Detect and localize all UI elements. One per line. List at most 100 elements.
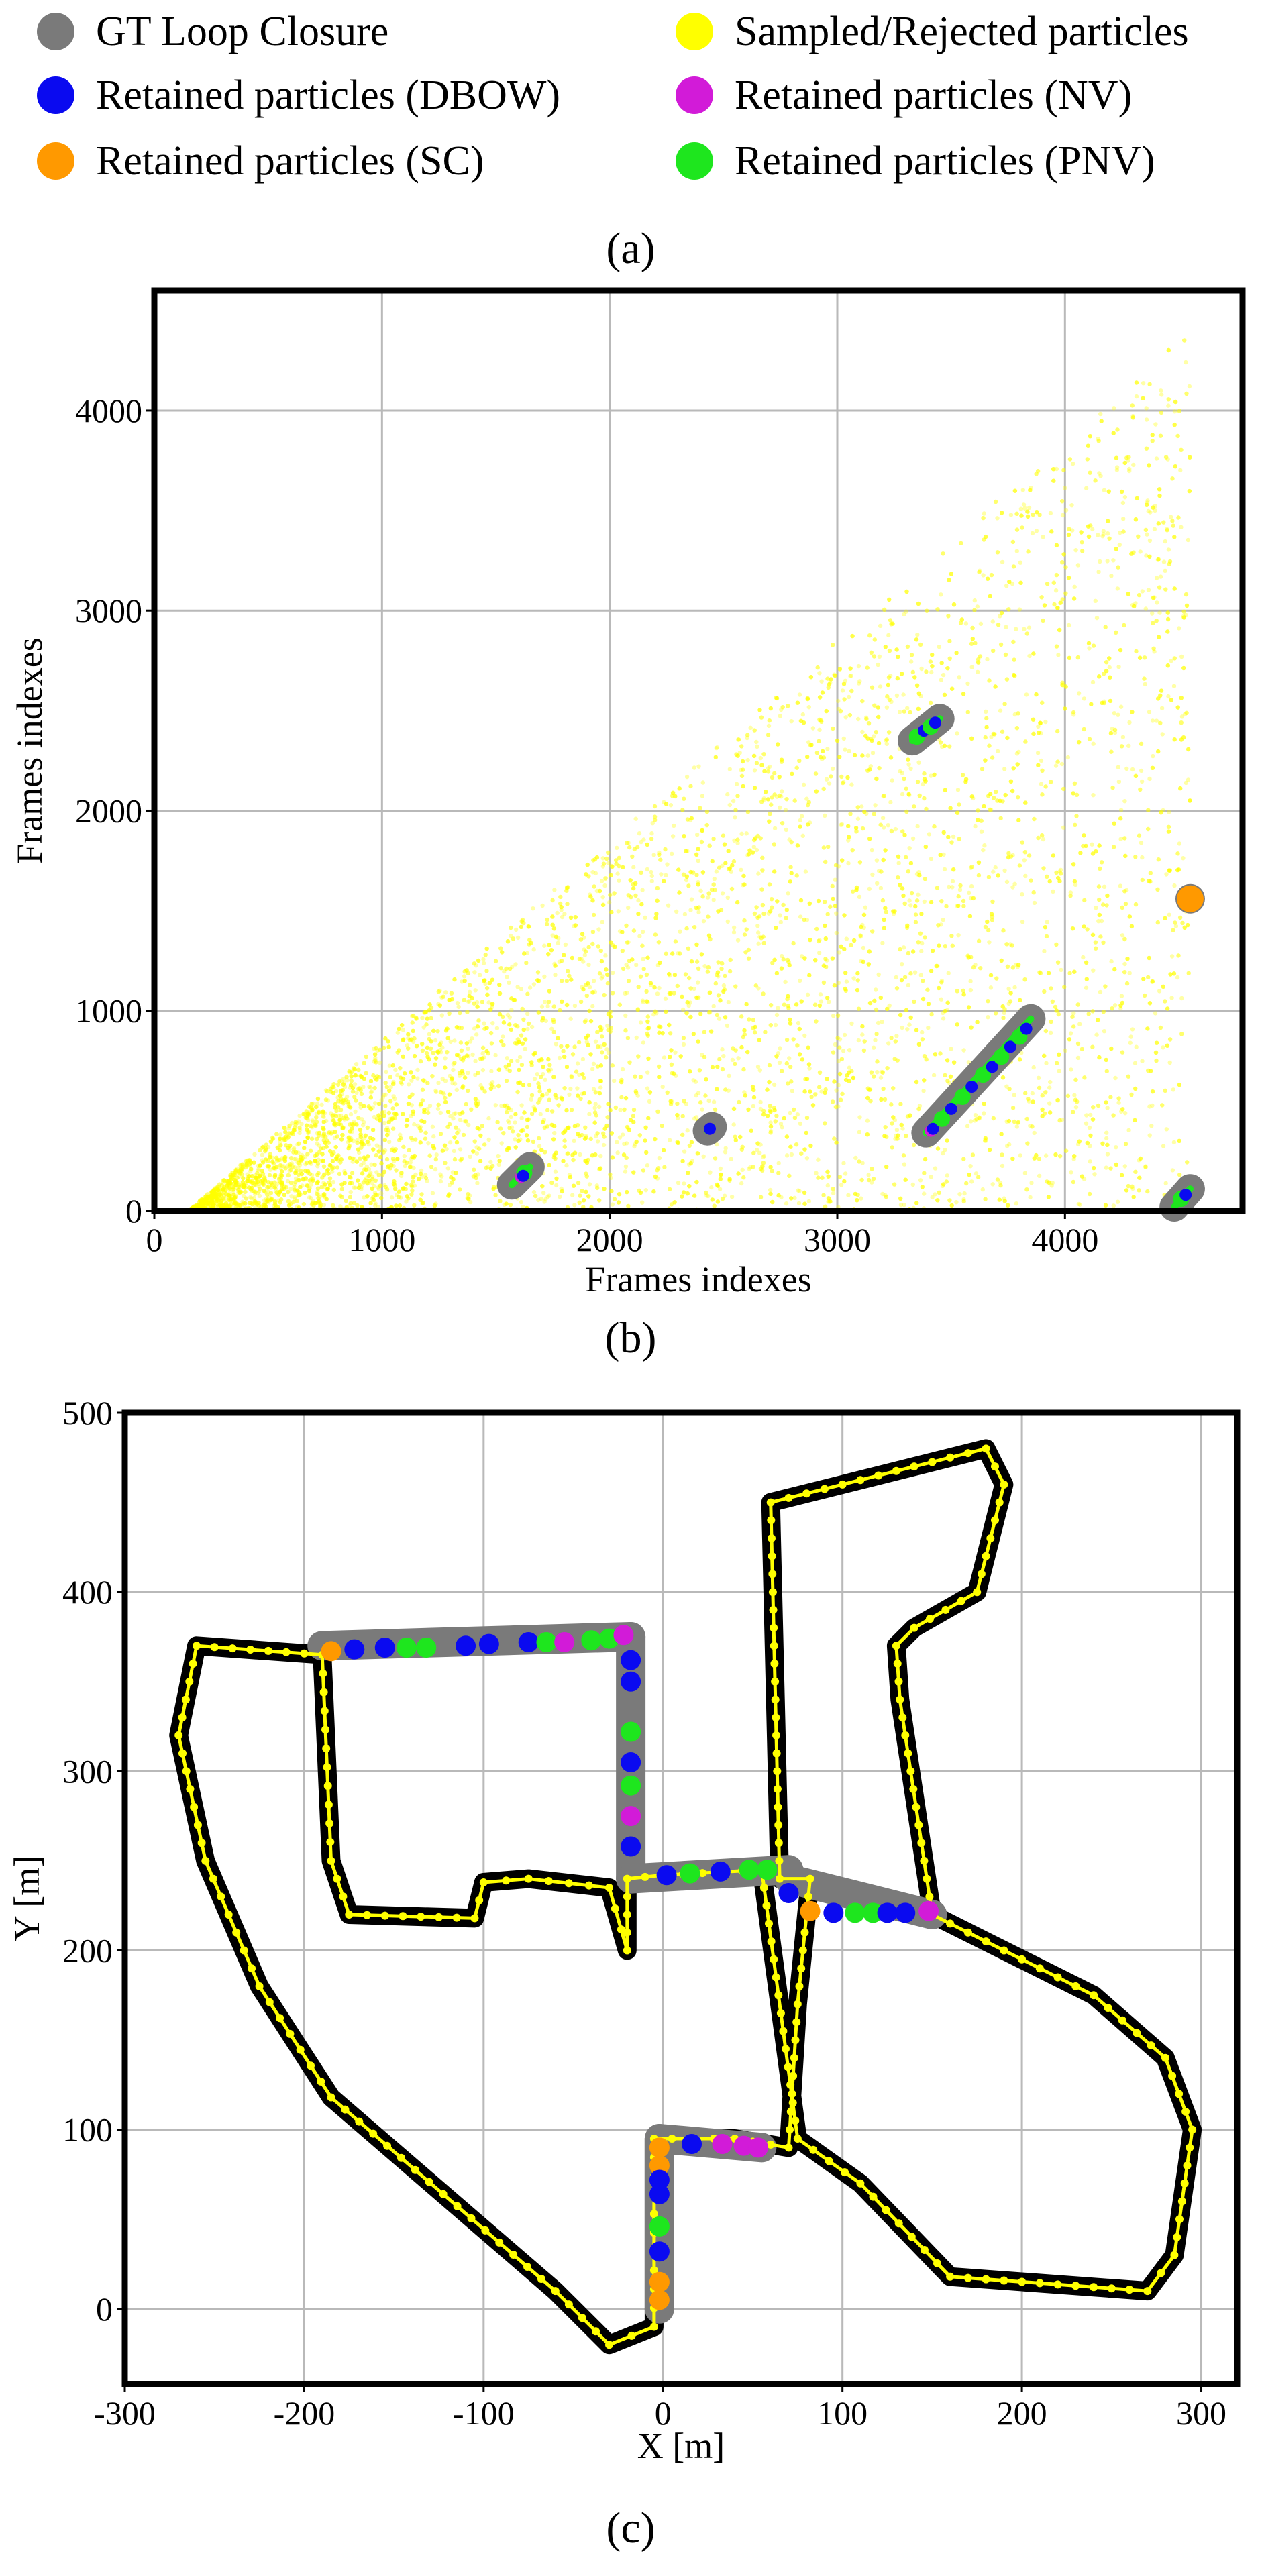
sampled-particle — [729, 1195, 735, 1199]
sampled-particle — [490, 1021, 495, 1026]
legend-marker-gt — [37, 13, 74, 50]
sampled-particle — [523, 1046, 527, 1051]
sampled-particle — [864, 811, 869, 816]
sampled-particle — [1010, 853, 1015, 858]
sampled-particle — [1065, 755, 1071, 760]
sampled-particle — [315, 1102, 319, 1106]
sampled-particle — [784, 1201, 789, 1206]
sampled-particle — [438, 1172, 443, 1177]
sampled-particle — [881, 794, 886, 799]
sampled-particle — [594, 888, 600, 894]
sampled-particle — [538, 1112, 543, 1117]
sampled-particle — [834, 1088, 839, 1093]
sampled-particle — [434, 1152, 439, 1157]
sampled-particle — [265, 1198, 270, 1203]
sampled-particle — [846, 861, 851, 866]
sampled-particle — [1027, 505, 1032, 511]
sampled-particle — [215, 1199, 220, 1203]
sampled-particle — [315, 1141, 319, 1146]
sampled-particle — [240, 1164, 245, 1169]
sampled-particle — [739, 867, 743, 872]
sampled-particle — [1155, 600, 1159, 605]
sampled-particle — [348, 1175, 353, 1180]
sampled-particle — [542, 1199, 547, 1204]
sampled-particle — [542, 1000, 547, 1004]
sampled-particle — [676, 951, 680, 956]
sampled-particle — [1118, 883, 1123, 888]
sampled-particle — [1170, 1168, 1175, 1173]
sampled-particle — [836, 706, 841, 712]
sampled-particle — [756, 871, 761, 876]
sampled-particle — [844, 979, 849, 984]
sampled-particle — [568, 1086, 573, 1091]
sampled-particle — [254, 1200, 259, 1205]
sampled-particle — [356, 1150, 362, 1155]
sampled-particle — [755, 924, 760, 928]
sampled-particle — [236, 1171, 241, 1176]
sampled-particle — [505, 1056, 509, 1061]
sampled-particle — [926, 1026, 931, 1030]
sampled-particle — [541, 1071, 545, 1077]
sampled-particle — [787, 1056, 792, 1061]
sampled-particle — [733, 815, 737, 820]
sampled-particle — [625, 965, 631, 970]
sampled-particle — [664, 873, 668, 877]
sampled-particle — [827, 781, 832, 786]
sampled-particle — [670, 1099, 674, 1104]
sampled-particle — [1101, 532, 1106, 537]
legend-marker-pnv — [676, 142, 713, 180]
sampled-particle — [1061, 825, 1066, 830]
sampled-particle — [367, 1084, 372, 1089]
sampled-particle — [839, 1183, 844, 1187]
sampled-particle — [1152, 649, 1157, 654]
sampled-particle — [650, 821, 655, 826]
sampled-particle — [590, 1067, 595, 1071]
sampled-particle — [256, 1168, 261, 1173]
sampled-particle — [362, 1136, 367, 1141]
sampled-particle — [1128, 1034, 1133, 1039]
sampled-particle — [377, 1060, 382, 1065]
sampled-particle — [545, 1004, 550, 1009]
sampled-particle — [731, 925, 737, 930]
sampled-particle — [1102, 1029, 1107, 1034]
sampled-particle — [612, 1079, 617, 1083]
sampled-particle — [203, 1197, 208, 1203]
sampled-particle — [450, 1081, 455, 1086]
sampled-particle — [525, 1011, 530, 1016]
sampled-particle — [1144, 553, 1149, 558]
sampled-particle — [1007, 1142, 1012, 1147]
sampled-particle — [348, 1085, 353, 1090]
sampled-particle — [1045, 920, 1049, 924]
sampled-particle — [381, 1092, 386, 1097]
sampled-particle — [789, 719, 794, 724]
sampled-particle — [1043, 719, 1048, 724]
sampled-particle — [894, 1034, 899, 1038]
sampled-particle — [285, 1179, 291, 1184]
sampled-particle — [321, 1134, 326, 1138]
sampled-particle — [968, 1164, 973, 1169]
sampled-particle — [624, 1141, 629, 1146]
sampled-particle — [1153, 1011, 1158, 1016]
sampled-particle — [272, 1203, 276, 1208]
sampled-particle — [581, 959, 586, 964]
sampled-particle — [708, 1010, 713, 1015]
sampled-particle — [309, 1177, 313, 1182]
sampled-particle — [1096, 919, 1101, 924]
sampled-particle — [634, 1035, 639, 1040]
sampled-particle — [539, 1196, 543, 1201]
sampled-particle — [244, 1159, 249, 1164]
sampled-particle — [982, 843, 987, 848]
sampled-particle — [291, 1147, 296, 1152]
sampled-particle — [891, 912, 896, 916]
sampled-particle — [1150, 718, 1155, 723]
sampled-particle — [1139, 779, 1145, 784]
sampled-particle — [1149, 1124, 1154, 1128]
sampled-particle — [1004, 879, 1010, 884]
sampled-particle — [292, 1182, 297, 1187]
sampled-particle — [382, 1110, 387, 1114]
sampled-particle — [1161, 1144, 1166, 1148]
sampled-particle — [584, 1018, 588, 1023]
sampled-particle — [208, 1190, 213, 1195]
sampled-particle — [980, 1187, 986, 1192]
sampled-particle — [867, 886, 872, 892]
